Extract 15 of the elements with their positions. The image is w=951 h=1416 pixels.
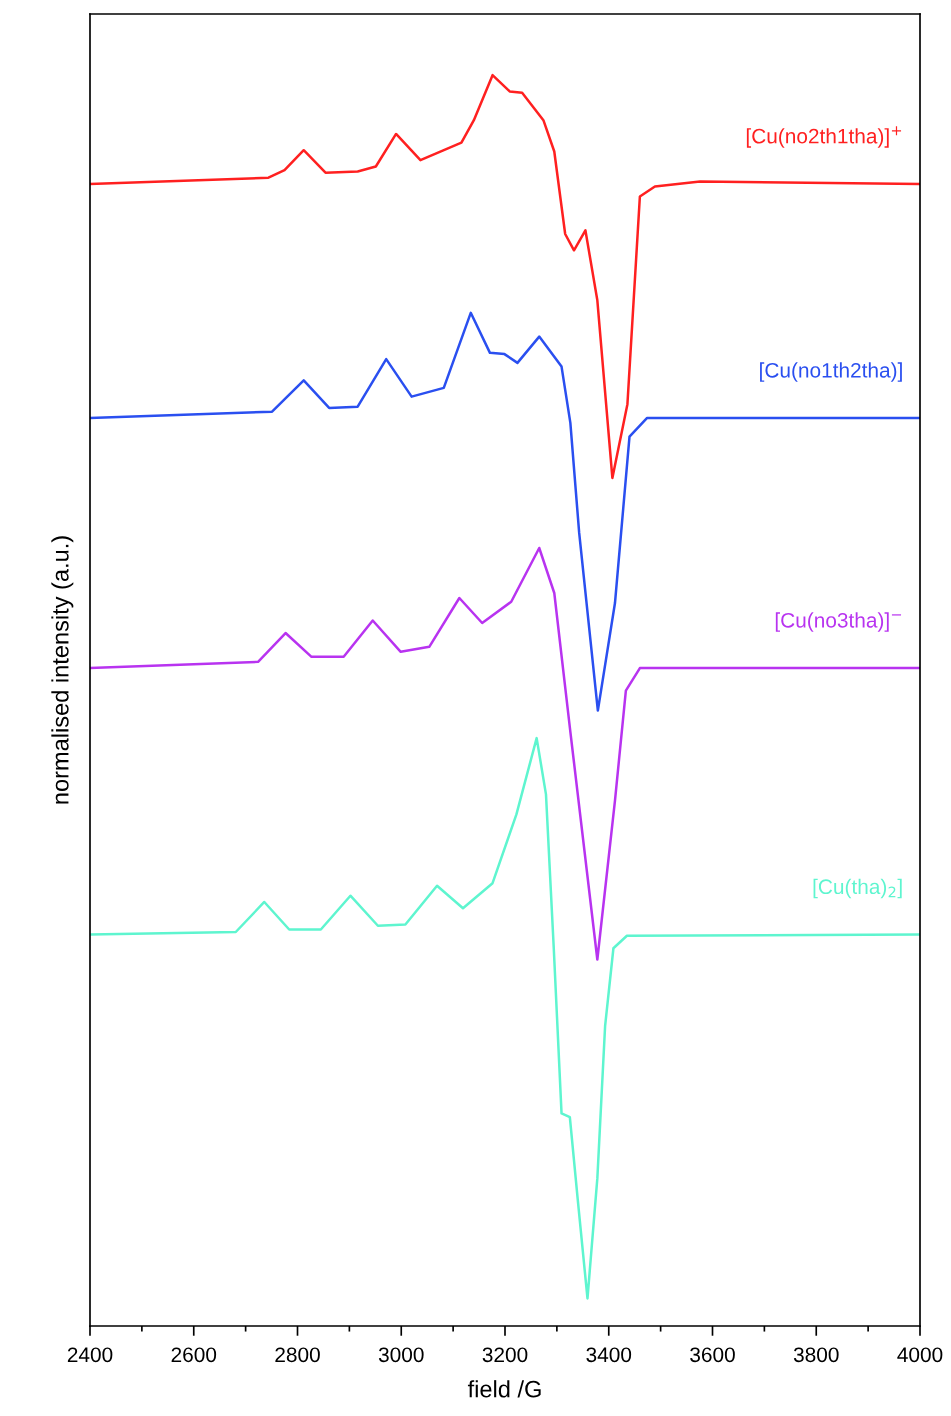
x-tick-label: 2800 <box>275 1347 320 1363</box>
series-label: [Cu(tha)$_{2}$] <box>813 878 902 899</box>
series-label: [Cu(no2th1tha)]$^{+}$ <box>746 126 902 148</box>
x-tick-label: 3400 <box>586 1347 632 1363</box>
x-tick-label: 4000 <box>897 1347 943 1363</box>
x-tick-label: 2600 <box>171 1347 217 1363</box>
x-tick-label: 3600 <box>690 1347 735 1363</box>
x-axis-title: field /G <box>467 1380 541 1398</box>
x-tick-label: 3000 <box>378 1347 424 1363</box>
x-tick-label: 3200 <box>482 1347 528 1363</box>
x-tick-label: 3800 <box>793 1347 839 1363</box>
y-axis-title: normalised intensity (a.u.) <box>51 536 74 804</box>
x-tick-label: 2400 <box>67 1347 113 1363</box>
series-label: [Cu(no3tha)]$^{−}$ <box>775 612 902 632</box>
series-label: [Cu(no1th2tha)] <box>760 362 902 382</box>
